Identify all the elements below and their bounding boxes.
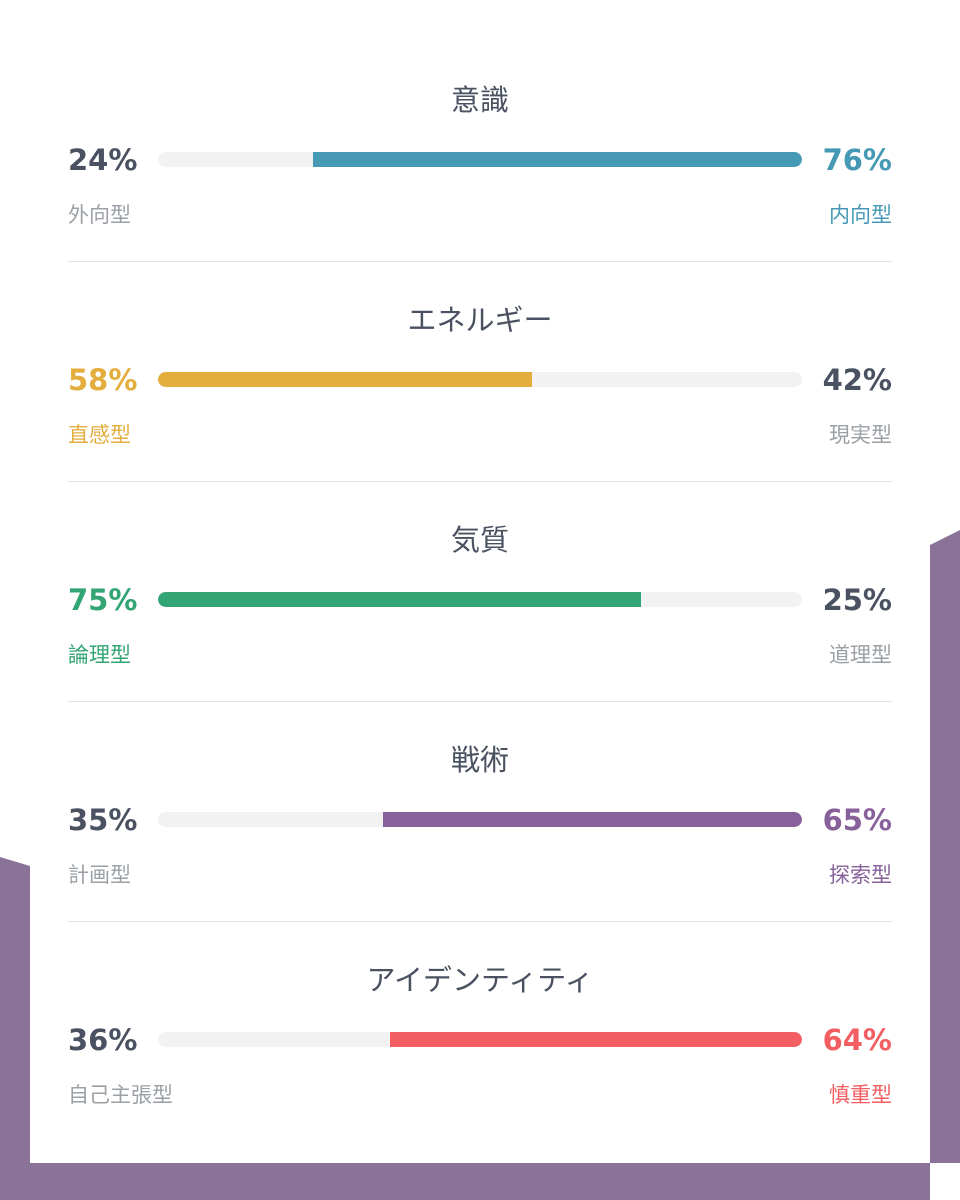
section-divider [68,701,892,702]
left-type-label: 自己主張型 [68,1083,173,1107]
trait-bar-fill [158,592,641,607]
left-type-label: 直感型 [68,423,131,447]
trait-energy: エネルギー 58% 42% 直感型 現実型 [68,220,892,482]
trait-bar-fill [312,152,802,167]
right-type-label: 現実型 [829,423,892,447]
right-type-label: 道理型 [829,643,892,667]
trait-mind: 意識 24% 76% 外向型 内向型 [68,0,892,262]
left-percent: 75% [68,583,138,617]
right-percent: 42% [822,363,892,397]
trait-title: アイデンティティ [366,963,594,997]
section-divider [68,261,892,262]
trait-title: 意識 [450,83,509,117]
right-type-label: 慎重型 [829,1083,892,1107]
section-divider [68,921,892,922]
trait-tactics: 戦術 35% 65% 計画型 探索型 [68,660,892,922]
trait-bar-track [158,372,802,387]
section-divider [68,481,892,482]
left-percent: 58% [68,363,138,397]
right-type-label: 内向型 [829,203,892,227]
right-percent: 65% [822,803,892,837]
left-type-label: 計画型 [68,863,131,887]
trait-title: 気質 [450,523,509,557]
left-type-label: 論理型 [68,643,131,667]
trait-bar-fill [383,812,802,827]
left-type-label: 外向型 [68,203,131,227]
trait-nature: 気質 75% 25% 論理型 道理型 [68,440,892,702]
trait-identity: アイデンティティ 36% 64% 自己主張型 慎重型 [68,880,892,1107]
trait-bar-track [158,592,802,607]
trait-bar-fill [389,1032,802,1047]
right-percent: 76% [822,143,892,177]
trait-bar-track [158,152,802,167]
trait-bar-track [158,1032,802,1047]
right-percent: 64% [822,1023,892,1057]
trait-bar-track [158,812,802,827]
left-percent: 35% [68,803,138,837]
trait-title: エネルギー [407,303,553,337]
trait-title: 戦術 [450,743,509,777]
trait-bar-fill [158,372,532,387]
right-type-label: 探索型 [829,863,892,887]
left-percent: 24% [68,143,138,177]
left-percent: 36% [68,1023,138,1057]
traits-card: 意識 24% 76% 外向型 内向型 エネルギー 58% 42% 直感型 現実型… [30,0,930,1163]
right-percent: 25% [822,583,892,617]
